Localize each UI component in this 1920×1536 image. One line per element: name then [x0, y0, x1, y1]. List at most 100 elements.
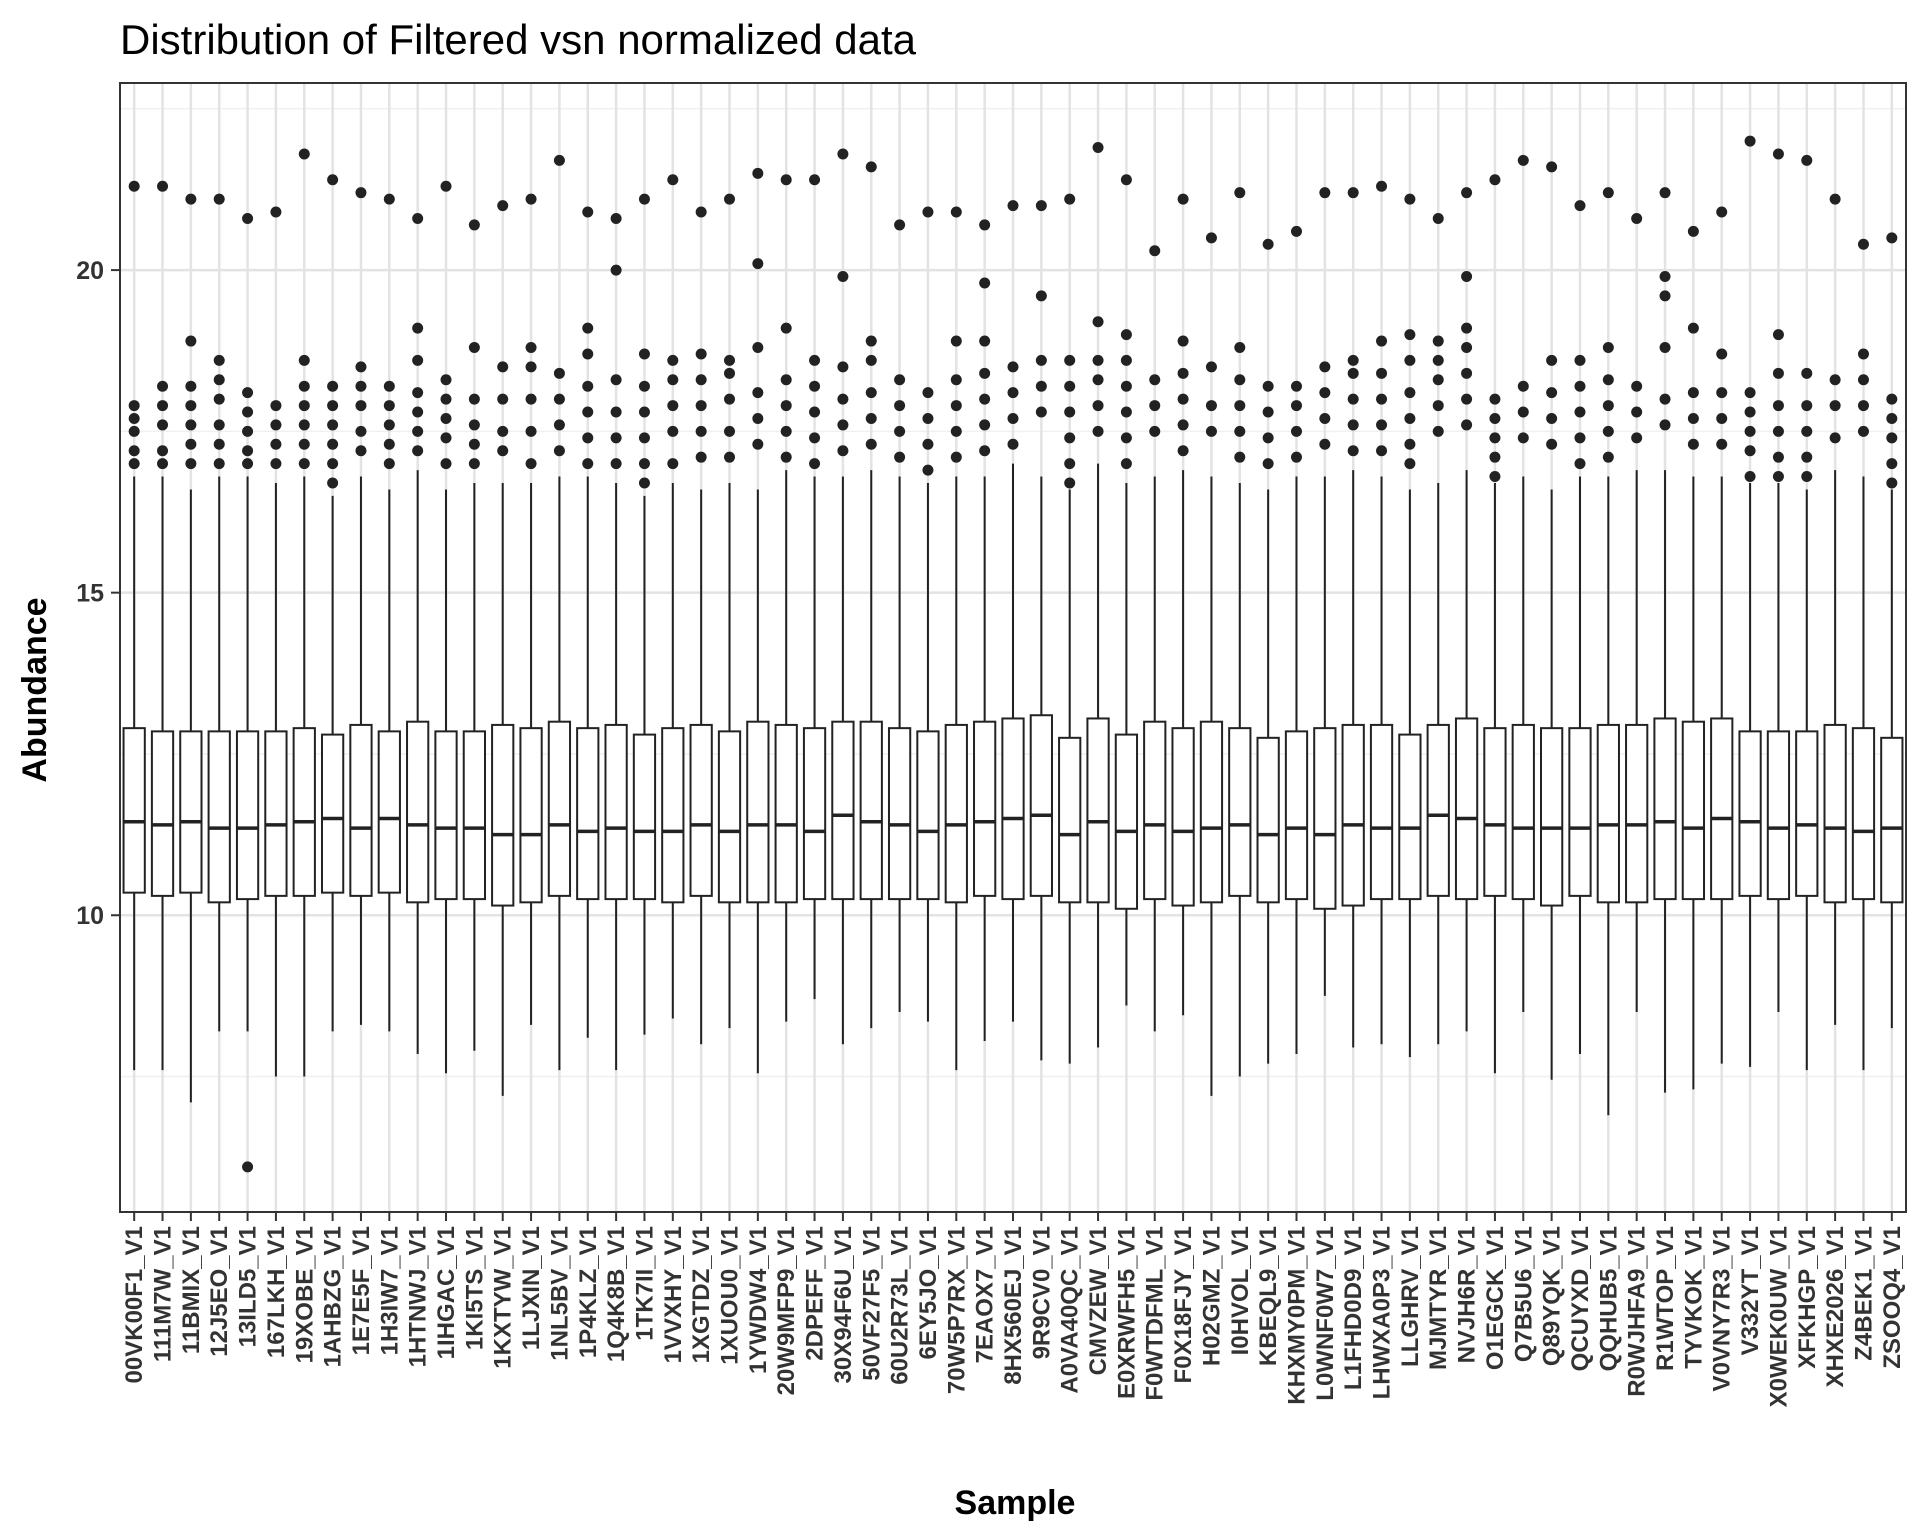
outlier-point	[355, 361, 367, 373]
box-11BMIX_V1	[179, 193, 203, 1103]
outlier-point	[752, 167, 764, 179]
box-1LJXIN_V1	[519, 193, 543, 1025]
outlier-point	[440, 180, 452, 192]
outlier-point	[638, 458, 650, 470]
x-tick-label: L1FHD0D9_V1	[1340, 1226, 1367, 1390]
outlier-point	[724, 425, 736, 437]
outlier-point	[242, 406, 254, 418]
outlier-point	[837, 445, 849, 457]
x-tick-label: 1KXTYW_V1	[490, 1226, 517, 1369]
outlier-point	[1035, 406, 1047, 418]
box-iqr	[1426, 723, 1450, 897]
outlier-point	[950, 451, 962, 463]
outlier-point	[1432, 354, 1444, 366]
x-tick-label: F0WTDFML_V1	[1142, 1226, 1169, 1401]
outlier-point	[327, 438, 339, 450]
x-tick-label: LLGHRV_V1	[1397, 1226, 1424, 1367]
outlier-point	[553, 393, 565, 405]
box-iqr	[1823, 723, 1847, 904]
outlier-point	[837, 361, 849, 373]
outlier-point	[1177, 193, 1189, 205]
box-30X94F6U_V1	[831, 148, 855, 1045]
box-iqr	[462, 730, 486, 901]
outlier-point	[157, 419, 169, 431]
outlier-point	[185, 380, 197, 392]
box-iqr	[1284, 730, 1309, 901]
x-tick-label: 1IHGAC_V1	[433, 1226, 460, 1359]
outlier-point	[809, 174, 821, 186]
outlier-point	[1546, 354, 1558, 366]
outlier-point	[1602, 400, 1614, 412]
box-1AHBZG_V1	[320, 174, 345, 1032]
box-iqr	[1171, 727, 1195, 907]
box-iqr	[1511, 723, 1535, 901]
outlier-point	[497, 200, 509, 212]
outlier-point	[1347, 419, 1359, 431]
outlier-point	[582, 206, 594, 218]
outlier-point	[1007, 387, 1019, 399]
box-CMVZEW_V1	[1086, 142, 1110, 1048]
box-iqr	[1568, 727, 1592, 897]
outlier-point	[270, 438, 282, 450]
outlier-point	[582, 380, 594, 392]
outlier-point	[298, 419, 310, 431]
outlier-point	[327, 380, 339, 392]
box-iqr	[264, 730, 288, 897]
outlier-point	[1546, 438, 1558, 450]
outlier-point	[1716, 438, 1728, 450]
outlier-point	[979, 335, 991, 347]
outlier-point	[157, 445, 169, 457]
box-iqr	[1880, 736, 1904, 904]
outlier-point	[1404, 354, 1416, 366]
outlier-point	[1857, 374, 1869, 386]
box-MJMTYR_V1	[1426, 212, 1450, 1045]
outlier-point	[242, 445, 254, 457]
box-KHXMY0PM_V1	[1284, 225, 1309, 1054]
outlier-point	[1801, 367, 1813, 379]
outlier-point	[242, 212, 254, 224]
outlier-point	[865, 161, 877, 173]
outlier-point	[752, 387, 764, 399]
box-iqr	[1398, 733, 1422, 901]
outlier-point	[553, 154, 565, 166]
outlier-point	[128, 458, 140, 470]
outlier-point	[1432, 425, 1444, 437]
box-iqr	[1454, 717, 1479, 901]
outlier-point	[1262, 458, 1274, 470]
box-2DPEFF_V1	[802, 174, 827, 1000]
outlier-point	[837, 419, 849, 431]
outlier-point	[1376, 393, 1388, 405]
outlier-point	[355, 400, 367, 412]
outlier-point	[638, 193, 650, 205]
box-00VK00F1_V1	[122, 180, 146, 1071]
x-tick-label: 1P4KLZ_V1	[575, 1226, 602, 1358]
outlier-point	[327, 400, 339, 412]
outlier-point	[1404, 458, 1416, 470]
outlier-point	[1631, 432, 1643, 444]
box-iqr	[547, 720, 572, 897]
outlier-point	[1801, 425, 1813, 437]
box-iqr	[1313, 727, 1337, 910]
box-iqr	[1114, 733, 1139, 910]
x-tick-label: NVJH6R_V1	[1454, 1226, 1481, 1363]
box-X0WEK0UW_V1	[1766, 148, 1791, 1013]
outlier-point	[1347, 445, 1359, 457]
box-LHWXA0P3_V1	[1369, 180, 1394, 1045]
outlier-point	[1857, 348, 1869, 360]
outlier-point	[1659, 290, 1671, 302]
x-tick-label: 19XOBE_V1	[291, 1226, 318, 1363]
outlier-point	[1829, 432, 1841, 444]
outlier-point	[1744, 387, 1756, 399]
x-tick-label: 2DPEFF_V1	[802, 1226, 829, 1361]
x-tick-label: 1H3IW7_V1	[376, 1226, 403, 1355]
box-O1EGCK_V1	[1483, 174, 1507, 1074]
outlier-point	[865, 438, 877, 450]
box-iqr	[1681, 720, 1706, 901]
outlier-point	[1772, 148, 1784, 160]
box-TYVKOK_V1	[1681, 225, 1706, 1090]
x-tick-label: 13ILD5_V1	[235, 1226, 262, 1347]
box-I0HVOL_V1	[1228, 187, 1252, 1077]
outlier-point	[1829, 400, 1841, 412]
outlier-point	[355, 425, 367, 437]
box-Z4BEK1_V1	[1851, 238, 1876, 1071]
